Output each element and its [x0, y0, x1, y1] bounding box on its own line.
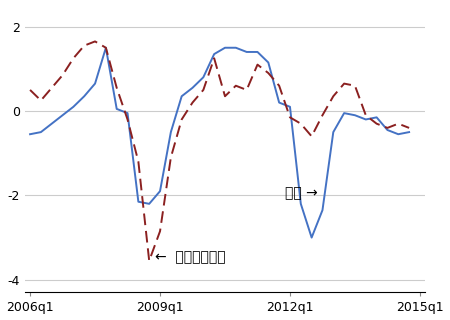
Text: ←  その他エリア: ← その他エリア — [155, 250, 225, 264]
Text: 中国 →: 中国 → — [284, 187, 317, 201]
